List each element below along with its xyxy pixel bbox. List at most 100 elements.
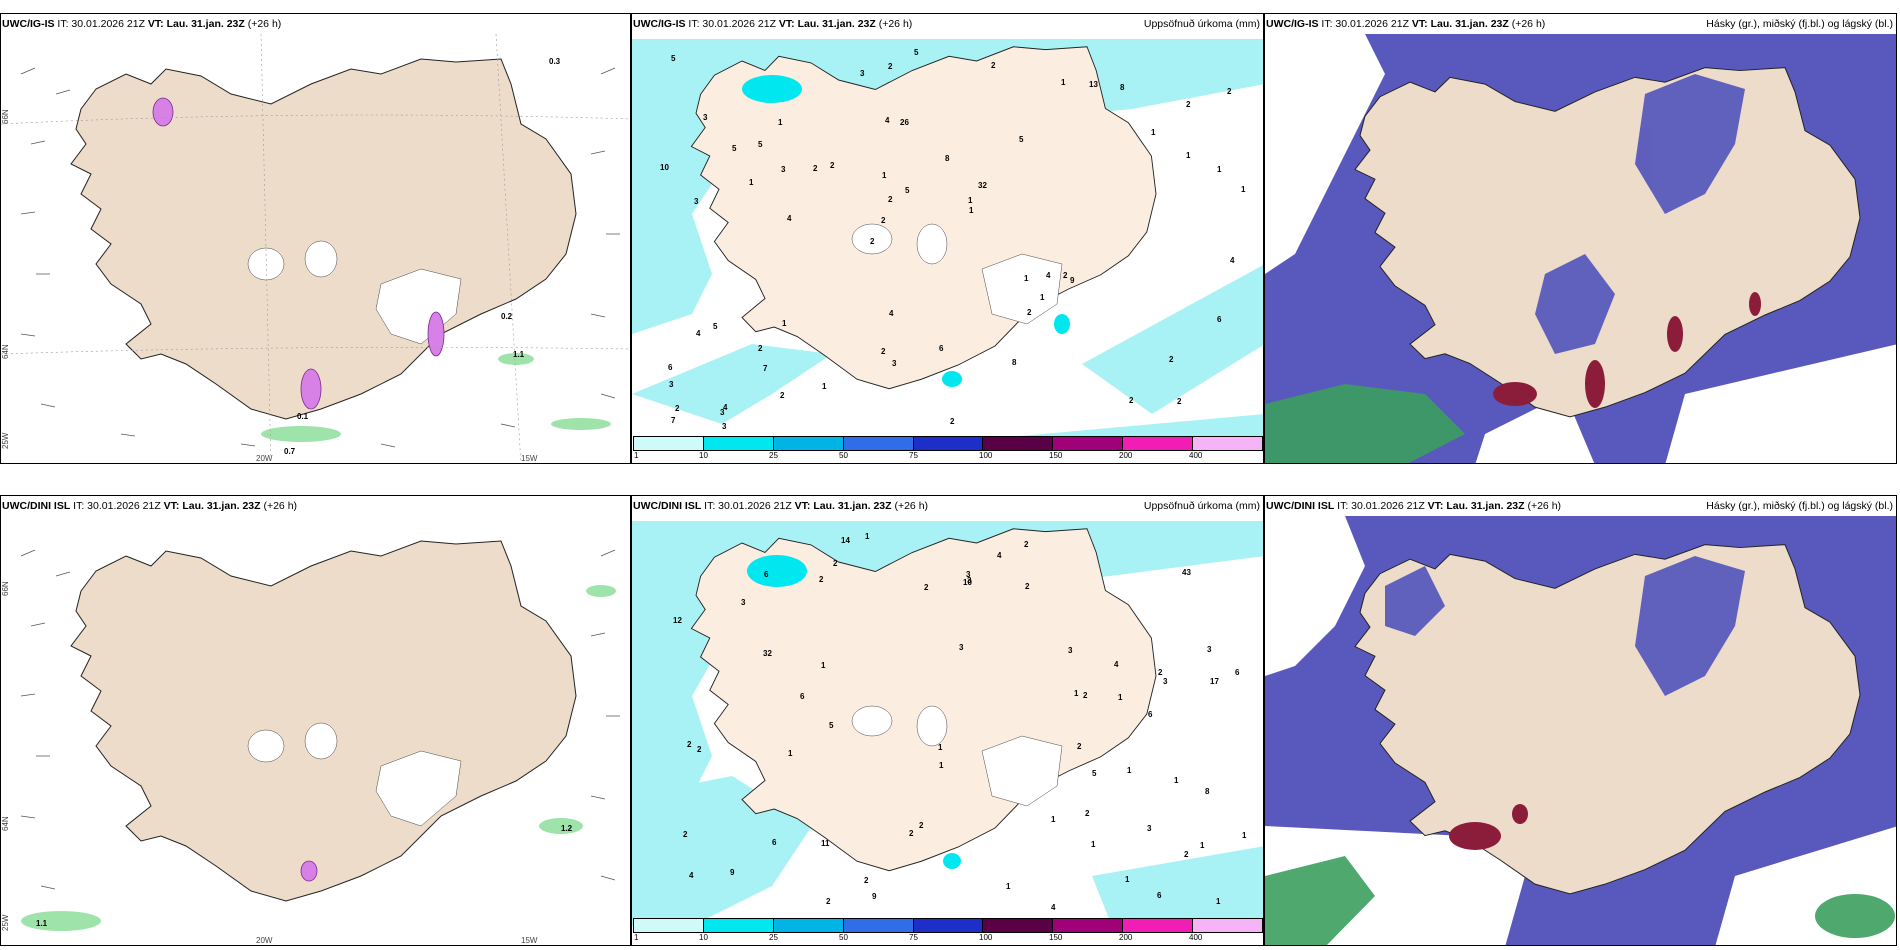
precip-value: 4 xyxy=(1114,660,1119,669)
wind-value: 1.1 xyxy=(36,919,48,928)
precip-value: 1 xyxy=(1151,128,1156,137)
precip-value: 1 xyxy=(821,661,826,670)
precip-value: 2 xyxy=(919,821,924,830)
precip-value: 1 xyxy=(749,178,754,187)
precip-value: 14 xyxy=(841,536,850,545)
colorbar-swatch xyxy=(1053,919,1124,932)
colorbar xyxy=(633,436,1263,451)
wind-barbs xyxy=(20,67,620,448)
precip-value: 32 xyxy=(763,649,772,658)
colorbar-swatch xyxy=(634,919,704,932)
precip-value: 4 xyxy=(689,871,694,880)
precip-value: 2 xyxy=(813,164,818,173)
colorbar-label: 50 xyxy=(839,933,848,942)
precip-value: 10 xyxy=(963,578,972,587)
precip-value: 2 xyxy=(888,62,893,71)
precip-map: 2322544852372632932111222111222221221123… xyxy=(632,39,1263,449)
precip-value: 1 xyxy=(968,196,973,205)
cloud-panel-igis: UWC/IG-IS IT: 30.01.2026 21Z VT: Lau. 31… xyxy=(1264,13,1897,464)
precip-value: 2 xyxy=(683,830,688,839)
precip-value: 1 xyxy=(1216,897,1221,906)
colorbar-label: 100 xyxy=(979,451,993,460)
precip-panel-igis: UWC/IG-IS IT: 30.01.2026 21Z VT: Lau. 31… xyxy=(631,13,1264,464)
precip-value: 1 xyxy=(1006,882,1011,891)
precip-value: 6 xyxy=(800,692,805,701)
wind-value: 0.7 xyxy=(284,447,296,456)
lat-label: 66N xyxy=(1,109,10,124)
precip-value: 1 xyxy=(1217,165,1222,174)
precip-value: 26 xyxy=(900,118,909,127)
precip-value: 3 xyxy=(1068,646,1073,655)
precip-value: 1 xyxy=(865,532,870,541)
precip-value: 8 xyxy=(1120,83,1125,92)
precip-value: 2 xyxy=(675,404,680,413)
colorbar-label: 75 xyxy=(909,933,918,942)
land xyxy=(70,58,577,420)
precip-value: 8 xyxy=(945,154,950,163)
colorbar-label: 400 xyxy=(1189,451,1203,460)
precip-value: 2 xyxy=(1169,355,1174,364)
panel-header: UWC/DINI ISL IT: 30.01.2026 21Z VT: Lau.… xyxy=(1,496,630,516)
precip-value: 2 xyxy=(1129,396,1134,405)
colorbar-label: 50 xyxy=(839,451,848,460)
cloud-map xyxy=(1265,34,1896,463)
colorbar-label: 150 xyxy=(1049,451,1063,460)
colorbar-swatch xyxy=(843,919,914,932)
precip-value: 13 xyxy=(1089,80,1098,89)
lon-label: 15W xyxy=(521,936,538,945)
precip-value: 1 xyxy=(1051,815,1056,824)
precip-value: 3 xyxy=(1163,677,1168,686)
precip-value: 32 xyxy=(978,181,987,190)
precip-value: 6 xyxy=(1148,710,1153,719)
precip-value: 7 xyxy=(671,416,676,425)
precip-value: 1 xyxy=(1200,841,1205,850)
wind-panel-igis: UWC/IG-IS IT: 30.01.2026 21Z VT: Lau. 31… xyxy=(0,13,631,464)
precip-value: 2 xyxy=(1063,271,1068,280)
lon-label: 20W xyxy=(256,936,273,945)
colorbar-swatch xyxy=(913,919,984,932)
colorbar-label: 10 xyxy=(699,451,708,460)
panel-header: UWC/DINI ISL IT: 30.01.2026 21Z VT: Lau.… xyxy=(632,496,1263,516)
precip-value: 2 xyxy=(1025,582,1030,591)
precip-value: 3 xyxy=(669,380,674,389)
wind-value: 0.2 xyxy=(501,312,513,321)
precip-value: 2 xyxy=(819,575,824,584)
precip-value: 3 xyxy=(722,422,727,431)
precip-value: 9 xyxy=(730,868,735,877)
precip-value: 3 xyxy=(1147,824,1152,833)
precip-value: 2 xyxy=(1177,397,1182,406)
colorbar-label: 25 xyxy=(769,933,778,942)
colorbar-swatch xyxy=(843,437,914,450)
precip-value: 3 xyxy=(694,197,699,206)
precip-value: 2 xyxy=(950,417,955,426)
precip-values: 3313422114332171269232223221122423111211… xyxy=(673,532,1247,912)
precip-value: 4 xyxy=(723,403,728,412)
precip-value: 1 xyxy=(1074,689,1079,698)
precip-value: 4 xyxy=(885,116,890,125)
precip-value: 3 xyxy=(892,359,897,368)
wind-value: 0.3 xyxy=(549,57,561,66)
precip-value: 1 xyxy=(1174,776,1179,785)
precip-value: 2 xyxy=(758,344,763,353)
colorbar-swatch xyxy=(634,437,704,450)
precip-value: 4 xyxy=(787,214,792,223)
lat-label: 64N xyxy=(1,344,10,359)
precip-value: 3 xyxy=(781,165,786,174)
lat-label: 25W xyxy=(1,432,10,449)
precip-value: 5 xyxy=(758,140,763,149)
low-cloud xyxy=(1265,384,1465,463)
wind-panel-dini: UWC/DINI ISL IT: 30.01.2026 21Z VT: Lau.… xyxy=(0,495,631,946)
precip-value: 2 xyxy=(687,740,692,749)
precip-value: 2 xyxy=(1077,742,1082,751)
precip-value: 2 xyxy=(870,237,875,246)
wind-map: 1.2 1.1 xyxy=(20,540,620,931)
high-cloud xyxy=(1493,292,1761,408)
precip-value: 1 xyxy=(1024,274,1029,283)
precip-value: 4 xyxy=(997,551,1002,560)
precip-value: 3 xyxy=(967,576,972,585)
precip-value: 2 xyxy=(909,829,914,838)
colorbar-label: 1 xyxy=(634,451,639,460)
precip-value: 3 xyxy=(720,408,725,417)
precip-value: 1 xyxy=(822,382,827,391)
precip-value: 1 xyxy=(1125,875,1130,884)
